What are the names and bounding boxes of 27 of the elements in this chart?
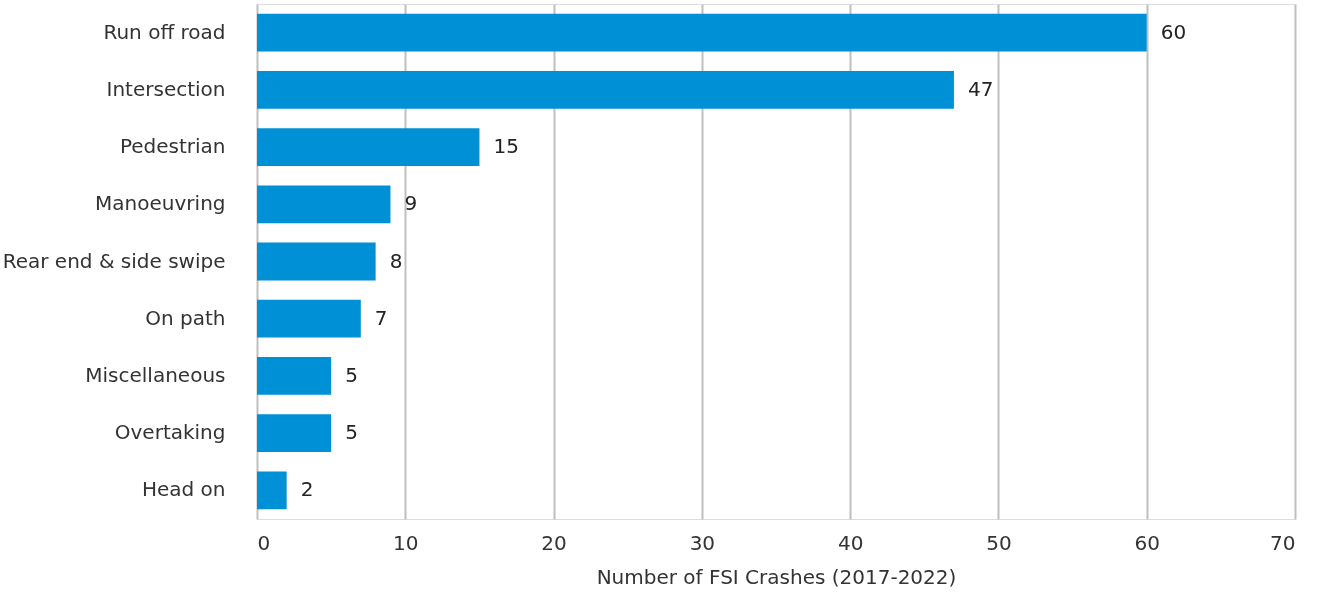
y-tick-label: Miscellaneous [85,362,226,387]
y-tick-label: Pedestrian [119,134,226,159]
data-label: 9 [404,191,418,216]
y-tick-label: Manoeuvring [95,191,226,216]
x-tick-label: 20 [541,530,567,555]
data-label: 7 [374,305,388,330]
y-tick-label: Intersection [106,76,226,101]
x-tick-label: 0 [257,530,271,555]
data-label: 5 [345,362,358,387]
data-label: 15 [493,134,519,159]
x-tick-label: 60 [1134,530,1160,555]
y-tick-label: Rear end & side swipe [2,248,226,273]
data-label: 8 [389,248,403,273]
data-label: 60 [1160,19,1187,44]
data-label: 5 [345,420,358,445]
x-tick-label: 30 [689,530,716,555]
x-tick-label: 40 [837,530,864,555]
x-tick-label: 70 [1270,530,1296,555]
y-tick-label: Head on [141,477,226,502]
data-label: 2 [300,477,314,502]
y-tick-label: Run off road [103,19,226,44]
x-tick-label: 50 [986,530,1012,555]
data-label: 47 [967,76,994,101]
x-tick-label: 10 [393,530,419,555]
x-axis-title: Number of FSI Crashes (2017-2022) [596,564,957,589]
y-tick-label: On path [145,305,226,330]
y-tick-label: Overtaking [114,420,226,445]
